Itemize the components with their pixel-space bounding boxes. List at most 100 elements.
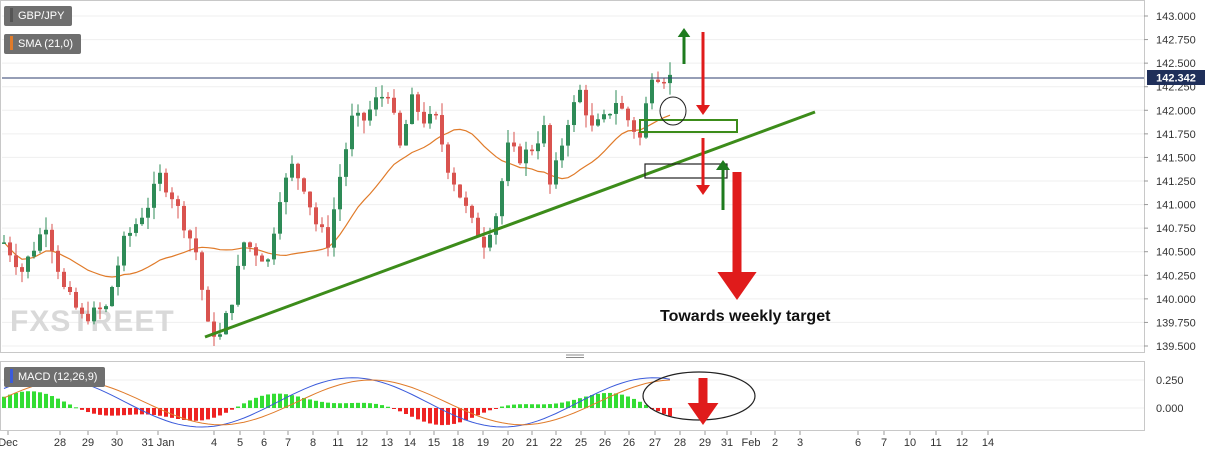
candle-body: [524, 149, 528, 164]
candle-body: [494, 216, 498, 235]
macd-histogram-bar: [104, 408, 108, 416]
macd-histogram-bar: [482, 408, 486, 413]
candle-body: [206, 289, 210, 322]
macd-histogram-bar: [326, 402, 330, 408]
macd-histogram-bar: [524, 404, 528, 408]
macd-histogram-bar: [458, 408, 462, 423]
candle-body: [74, 291, 78, 308]
panel-splitter[interactable]: [566, 354, 584, 358]
candle-body: [596, 119, 600, 126]
macd-histogram-bar: [362, 402, 366, 408]
macd-histogram-bar: [614, 393, 618, 408]
candle-body: [530, 149, 534, 152]
macd-histogram-bar: [464, 408, 468, 421]
candle-body: [386, 96, 390, 99]
macd-histogram-bar: [302, 397, 306, 408]
candle-body: [368, 109, 372, 121]
macd-histogram-bar: [248, 400, 252, 408]
candle-body: [68, 286, 72, 292]
candle-body: [650, 79, 654, 104]
macd-swatch: [10, 369, 13, 384]
macd-histogram-bar: [392, 408, 396, 409]
macd-histogram-bar: [644, 404, 648, 408]
candle-body: [212, 321, 216, 337]
candle-body: [164, 172, 168, 193]
macd-histogram-bar: [398, 408, 402, 412]
x-tick-label: 2: [772, 437, 778, 449]
macd-histogram-bar: [518, 404, 522, 408]
candle-body: [590, 115, 594, 126]
macd-histogram-bar: [158, 408, 162, 416]
macd-histogram-bar: [176, 408, 180, 419]
macd-histogram-bar: [662, 408, 666, 414]
x-tick-label: 29: [82, 437, 94, 449]
candle-body: [188, 230, 192, 239]
macd-histogram-bar: [596, 393, 600, 408]
macd-histogram-bar: [266, 394, 270, 408]
x-tick-label: 26: [623, 437, 635, 449]
candle-body: [344, 149, 348, 177]
x-axis: Dec 28 29 30 31 Jan 4 5 6 7 8 11 12 13 14 15 18 19 20 21 22…: [0, 431, 994, 449]
macd-histogram-bar: [440, 408, 444, 426]
y-tick-label: 140.750: [1156, 223, 1196, 235]
candle-body: [536, 143, 540, 152]
legend-symbol-label: GBP/JPY: [18, 10, 65, 22]
macd-histogram-bar: [530, 404, 534, 408]
macd-histogram-bar: [290, 395, 294, 408]
resistance-box: [639, 119, 738, 133]
candle-body: [44, 229, 48, 235]
candle-body: [194, 238, 198, 253]
macd-histogram-bar: [566, 401, 570, 408]
macd-histogram-bar: [98, 408, 102, 415]
price-panel: [0, 0, 1145, 353]
macd-circle: [642, 371, 756, 421]
candle-body: [122, 235, 126, 266]
y-tick-label: 140.250: [1156, 270, 1196, 282]
x-tick-label: 6: [855, 437, 861, 449]
macd-histogram-bar: [68, 404, 72, 408]
macd-histogram-bar: [92, 408, 96, 414]
macd-histogram-bar: [494, 408, 498, 409]
macd-histogram-bar: [344, 403, 348, 408]
x-tick-label: 12: [356, 437, 368, 449]
candle-body: [2, 242, 6, 244]
candle-body: [50, 229, 54, 251]
macd-histogram-bar: [308, 399, 312, 408]
macd-histogram-bar: [194, 408, 198, 421]
candle-body: [272, 233, 276, 260]
candle-body: [266, 259, 270, 262]
candle-body: [140, 217, 144, 225]
x-tick-label: 11: [930, 437, 941, 449]
candle-body: [404, 124, 408, 146]
macd-histogram-bar: [32, 391, 36, 408]
legend-sma[interactable]: SMA (21,0): [4, 34, 82, 54]
macd-histogram-bar: [320, 401, 324, 408]
y-tick-label: 141.250: [1156, 176, 1196, 188]
candle-body: [296, 163, 300, 179]
candle-body: [566, 125, 570, 146]
candle-body: [260, 255, 264, 262]
y-tick-label: 140.500: [1156, 247, 1196, 259]
macd-histogram-bar: [548, 404, 552, 408]
macd-histogram-bar: [338, 403, 342, 408]
macd-histogram-bar: [296, 396, 300, 408]
macd-histogram-bar: [428, 408, 432, 424]
candle-body: [614, 103, 618, 114]
legend-macd[interactable]: MACD (12,26,9): [4, 367, 106, 387]
candle-body: [290, 163, 294, 178]
macd-histogram-bar: [404, 408, 408, 415]
candle-body: [416, 94, 420, 112]
candle-body: [356, 112, 360, 116]
y-tick-label: 143.000: [1156, 11, 1196, 23]
candle-body: [656, 79, 660, 82]
candle-body: [230, 304, 234, 314]
candle-body: [62, 271, 66, 287]
legend-symbol[interactable]: GBP/JPY: [4, 6, 73, 26]
x-tick-label: 28: [674, 437, 686, 449]
macd-histogram-bar: [56, 398, 60, 408]
y-tick-label: 141.000: [1156, 200, 1196, 212]
candle-body: [506, 142, 510, 182]
macd-histogram-bar: [656, 408, 660, 412]
candle-body: [26, 256, 30, 272]
